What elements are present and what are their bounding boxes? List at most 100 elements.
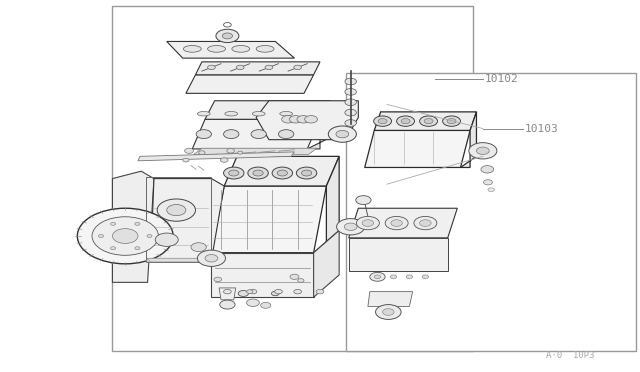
Circle shape — [246, 290, 253, 294]
Polygon shape — [307, 101, 330, 149]
Circle shape — [328, 126, 356, 142]
Ellipse shape — [225, 112, 237, 116]
Circle shape — [277, 170, 287, 176]
Circle shape — [414, 217, 437, 230]
Circle shape — [337, 219, 365, 235]
Circle shape — [111, 222, 116, 225]
Polygon shape — [314, 231, 339, 297]
Circle shape — [301, 170, 312, 176]
Circle shape — [228, 170, 239, 176]
Circle shape — [223, 130, 239, 138]
Polygon shape — [349, 238, 448, 271]
Circle shape — [468, 142, 497, 159]
Circle shape — [391, 220, 403, 227]
Circle shape — [362, 220, 374, 227]
Polygon shape — [314, 156, 339, 253]
Circle shape — [251, 130, 266, 138]
Circle shape — [420, 220, 431, 227]
Circle shape — [483, 180, 492, 185]
Circle shape — [113, 229, 138, 243]
Circle shape — [376, 305, 401, 320]
Circle shape — [401, 119, 410, 124]
Circle shape — [356, 196, 371, 205]
Circle shape — [447, 119, 456, 124]
Circle shape — [182, 158, 189, 162]
Text: A·0  10P3: A·0 10P3 — [546, 351, 595, 360]
Text: 10103: 10103 — [524, 124, 558, 134]
Polygon shape — [167, 41, 294, 58]
Circle shape — [345, 120, 356, 126]
Circle shape — [156, 233, 178, 246]
Bar — [113, 6, 473, 351]
Polygon shape — [368, 292, 413, 307]
Circle shape — [223, 167, 244, 179]
Polygon shape — [192, 119, 320, 149]
Ellipse shape — [232, 45, 250, 52]
Circle shape — [271, 291, 279, 296]
Ellipse shape — [207, 45, 225, 52]
Circle shape — [214, 277, 221, 282]
Circle shape — [406, 275, 413, 279]
Circle shape — [135, 247, 140, 250]
Circle shape — [344, 223, 357, 231]
Ellipse shape — [252, 112, 265, 116]
Circle shape — [336, 131, 349, 138]
Circle shape — [207, 65, 215, 70]
Circle shape — [374, 116, 392, 126]
Circle shape — [275, 289, 282, 294]
Circle shape — [420, 116, 438, 126]
Polygon shape — [365, 131, 470, 167]
Circle shape — [378, 119, 387, 124]
Circle shape — [282, 116, 294, 123]
Polygon shape — [138, 152, 294, 161]
Circle shape — [296, 167, 317, 179]
Polygon shape — [193, 148, 317, 154]
Circle shape — [191, 243, 206, 251]
Circle shape — [305, 116, 317, 123]
Circle shape — [265, 65, 273, 70]
Circle shape — [236, 65, 244, 70]
Circle shape — [424, 119, 433, 124]
Ellipse shape — [256, 45, 274, 52]
Bar — [346, 73, 636, 351]
Circle shape — [345, 109, 356, 116]
Circle shape — [92, 217, 159, 255]
Circle shape — [374, 275, 381, 279]
Polygon shape — [256, 101, 358, 140]
Circle shape — [443, 116, 461, 126]
Circle shape — [184, 148, 193, 153]
Circle shape — [481, 166, 493, 173]
Circle shape — [316, 289, 324, 294]
Circle shape — [198, 151, 205, 154]
Circle shape — [272, 167, 292, 179]
Circle shape — [249, 289, 257, 294]
Polygon shape — [461, 112, 476, 167]
Circle shape — [167, 205, 186, 216]
Polygon shape — [113, 171, 154, 282]
Circle shape — [237, 151, 243, 154]
Circle shape — [422, 275, 429, 279]
Circle shape — [278, 130, 294, 138]
Circle shape — [220, 300, 235, 309]
Polygon shape — [349, 208, 458, 238]
Circle shape — [298, 279, 304, 282]
Text: 10102: 10102 — [484, 74, 518, 84]
Polygon shape — [205, 101, 330, 119]
Circle shape — [476, 147, 489, 154]
Polygon shape — [147, 258, 214, 262]
Polygon shape — [211, 186, 326, 253]
Circle shape — [77, 208, 173, 264]
Ellipse shape — [183, 45, 201, 52]
Circle shape — [290, 274, 299, 279]
Circle shape — [135, 222, 140, 225]
Circle shape — [345, 99, 356, 106]
Circle shape — [488, 188, 494, 192]
Circle shape — [297, 116, 310, 123]
Circle shape — [99, 235, 104, 237]
Circle shape — [220, 158, 228, 162]
Circle shape — [216, 29, 239, 42]
Polygon shape — [151, 179, 224, 260]
Ellipse shape — [280, 112, 292, 116]
Circle shape — [370, 272, 385, 281]
Circle shape — [390, 275, 397, 279]
